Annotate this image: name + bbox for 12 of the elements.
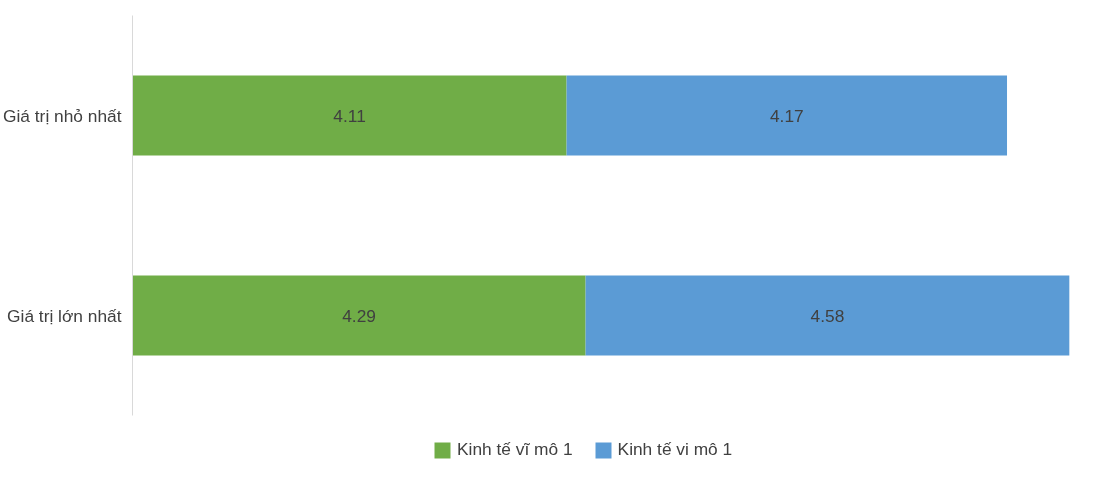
y-tick-label: Giá trị nhỏ nhất — [3, 105, 122, 126]
data-label: 4.11 — [333, 105, 366, 126]
data-label: 4.58 — [810, 305, 845, 326]
bar — [132, 75, 567, 156]
bar — [585, 275, 1070, 356]
legend-label: Kinh tế vi mô 1 — [617, 439, 733, 460]
bar — [566, 75, 1008, 156]
bar — [132, 275, 586, 356]
data-label: 4.17 — [769, 105, 804, 126]
y-tick-label: Giá trị lớn nhất — [7, 305, 122, 326]
legend-label: Kinh tế vĩ mô 1 — [457, 439, 573, 460]
data-label: 4.29 — [342, 305, 376, 326]
